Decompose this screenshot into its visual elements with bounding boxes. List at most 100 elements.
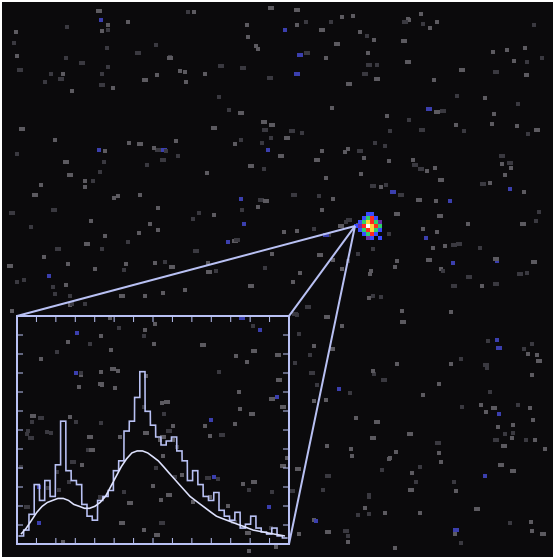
noise-pixel — [127, 141, 131, 145]
noise-pixel — [183, 70, 187, 74]
noise-pixel — [96, 9, 102, 13]
noise-pixel — [251, 480, 257, 484]
noise-pixel — [416, 198, 422, 202]
noise-pixel — [309, 371, 315, 375]
noise-pixel — [263, 266, 267, 270]
noise-pixel — [369, 269, 373, 273]
noise-pixel — [460, 405, 464, 409]
noise-pixel — [419, 128, 425, 132]
noise-pixel — [372, 38, 376, 42]
noise-pixel — [419, 12, 423, 16]
noise-pixel — [153, 322, 157, 326]
noise-pixel — [325, 444, 329, 448]
source-pixel — [370, 216, 374, 220]
noise-pixel — [453, 528, 459, 532]
noise-pixel — [321, 488, 325, 492]
noise-pixel — [454, 489, 458, 493]
noise-pixel — [350, 454, 354, 458]
noise-pixel — [380, 468, 384, 472]
noise-pixel — [503, 173, 507, 177]
spectrum-histogram — [18, 370, 288, 539]
noise-pixel — [480, 182, 486, 186]
source-pixel — [366, 236, 370, 240]
noise-pixel — [524, 438, 528, 442]
noise-pixel — [88, 342, 92, 346]
noise-pixel — [46, 486, 50, 490]
noise-pixel — [269, 397, 275, 401]
noise-pixel — [480, 284, 484, 288]
noise-pixel — [270, 490, 274, 494]
noise-pixel — [334, 42, 340, 46]
noise-pixel — [500, 162, 504, 166]
noise-pixel — [483, 96, 487, 100]
inset-lines — [18, 370, 288, 539]
noise-pixel — [159, 521, 165, 525]
noise-pixel — [70, 460, 76, 464]
noise-pixel — [304, 51, 310, 55]
source-pixel — [362, 228, 366, 232]
noise-pixel — [319, 28, 325, 32]
callout-line-left — [16, 225, 356, 317]
noise-pixel — [516, 403, 520, 407]
noise-pixel — [383, 144, 387, 148]
noise-pixel — [238, 407, 242, 411]
noise-pixel — [111, 86, 115, 90]
noise-pixel — [191, 500, 195, 504]
source-pixel — [370, 220, 374, 224]
noise-pixel — [479, 403, 483, 407]
noise-pixel — [171, 424, 175, 428]
noise-pixel — [381, 378, 387, 382]
noise-pixel — [135, 51, 141, 55]
noise-pixel — [491, 406, 497, 410]
noise-pixel — [503, 432, 507, 436]
noise-pixel — [495, 338, 499, 342]
noise-pixel — [267, 76, 273, 80]
noise-pixel — [171, 438, 175, 442]
noise-pixel — [401, 39, 407, 43]
noise-pixel — [525, 271, 529, 275]
noise-pixel — [200, 343, 206, 347]
noise-pixel — [428, 26, 432, 30]
noise-pixel — [108, 316, 112, 320]
noise-pixel — [385, 114, 389, 118]
noise-pixel — [249, 412, 255, 416]
noise-pixel — [530, 373, 534, 377]
noise-pixel — [245, 360, 249, 364]
noise-pixel — [533, 438, 537, 442]
noise-pixel — [289, 489, 295, 493]
noise-pixel — [530, 342, 534, 346]
noise-pixel — [158, 438, 162, 442]
noise-pixel — [142, 528, 146, 532]
noise-pixel — [246, 35, 250, 39]
noise-pixel — [331, 258, 335, 262]
noise-pixel — [65, 25, 69, 29]
noise-pixel — [191, 217, 195, 221]
noise-pixel — [226, 240, 230, 244]
noise-pixel — [119, 521, 125, 525]
noise-pixel — [433, 166, 437, 170]
noise-pixel — [432, 78, 436, 82]
noise-pixel — [83, 185, 87, 189]
noise-pixel — [408, 488, 414, 492]
noise-pixel — [366, 63, 372, 67]
noise-pixel — [400, 309, 404, 313]
noise-pixel — [239, 138, 243, 142]
noise-pixel — [262, 128, 268, 132]
noise-pixel — [258, 198, 264, 202]
noise-pixel — [103, 149, 107, 153]
noise-pixel — [178, 69, 182, 73]
noise-pixel — [79, 371, 83, 375]
noise-pixel — [540, 56, 544, 60]
source-pixel — [358, 224, 362, 228]
noise-pixel — [126, 20, 130, 24]
noise-pixel — [63, 160, 69, 164]
noise-pixel — [346, 534, 350, 538]
noise-pixel — [186, 10, 190, 14]
noise-pixel — [67, 173, 73, 177]
noise-pixel — [209, 418, 213, 422]
noise-pixel — [508, 187, 512, 191]
noise-pixel — [493, 70, 499, 74]
source-pixel — [358, 228, 362, 232]
noise-pixel — [32, 193, 38, 197]
noise-pixel — [19, 465, 23, 469]
